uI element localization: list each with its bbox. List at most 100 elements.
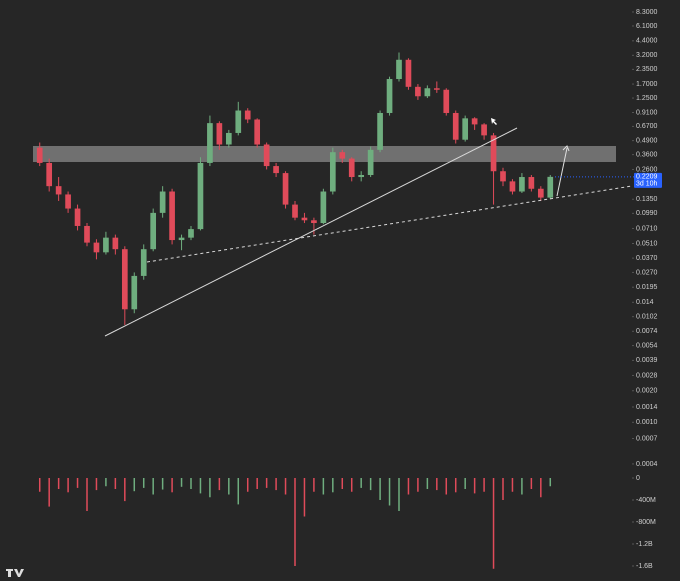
candle-body bbox=[150, 212, 157, 250]
volume-bar bbox=[171, 478, 173, 493]
candle-body bbox=[311, 220, 317, 224]
candle-body bbox=[207, 123, 213, 163]
candle-body bbox=[112, 237, 119, 250]
volume-bar bbox=[473, 478, 476, 494]
candle-body bbox=[301, 217, 308, 221]
volume-bar bbox=[190, 478, 192, 489]
volume-bar bbox=[549, 478, 552, 487]
candle-body bbox=[65, 194, 71, 209]
candle-body bbox=[121, 249, 128, 310]
candle-body bbox=[339, 152, 346, 159]
candle-body bbox=[415, 86, 421, 97]
y-tick-label: 0.0074 bbox=[636, 328, 658, 335]
y-tick-label: 0.0102 bbox=[636, 314, 658, 321]
candle-body bbox=[452, 112, 459, 140]
volume-bar bbox=[180, 478, 183, 487]
volume-bar bbox=[322, 478, 325, 495]
y-tick-label: 0.4900 bbox=[636, 137, 658, 144]
resistance-zone bbox=[33, 146, 616, 162]
y-tick-label: 0.0370 bbox=[636, 255, 658, 262]
y-tick-label: 0.0039 bbox=[636, 357, 658, 364]
y-tick-label: 0.1350 bbox=[636, 196, 658, 203]
volume-bar bbox=[114, 478, 117, 489]
volume-bar bbox=[464, 478, 466, 489]
volume-bar bbox=[341, 478, 344, 489]
volume-bar bbox=[57, 478, 60, 489]
volume-bar bbox=[218, 478, 221, 491]
candle-body bbox=[84, 225, 90, 243]
candle-body bbox=[225, 132, 232, 145]
y-tick-label: 0.0028 bbox=[636, 372, 658, 379]
candle-body bbox=[490, 135, 497, 172]
y-tick-label: 0.0710 bbox=[636, 225, 658, 232]
y-tick-label: 0.0195 bbox=[636, 284, 658, 291]
candle-body bbox=[320, 191, 327, 224]
y-tick-label: 0.6700 bbox=[636, 123, 658, 130]
y-tick-label: 2.3500 bbox=[636, 66, 658, 73]
y-tick-label: 0.0020 bbox=[636, 388, 658, 395]
candle-body bbox=[131, 275, 138, 310]
volume-bar bbox=[76, 478, 79, 488]
y-tick-label: 0.0004 bbox=[636, 461, 658, 468]
candle-body bbox=[405, 59, 412, 87]
volume-bar bbox=[521, 478, 523, 495]
volume-bar bbox=[228, 478, 230, 495]
candle-body bbox=[481, 124, 487, 136]
volume-bar bbox=[209, 478, 211, 498]
last-price-label: 0.2209 bbox=[636, 174, 658, 181]
candle-body bbox=[509, 181, 516, 192]
tradingview-logo bbox=[6, 569, 24, 577]
support-line bbox=[146, 185, 633, 263]
volume-bar bbox=[199, 478, 202, 494]
candle-body bbox=[292, 204, 298, 218]
y-tick-label: 4.4000 bbox=[636, 38, 658, 45]
candle-body bbox=[329, 152, 336, 192]
volume-bar bbox=[142, 478, 145, 488]
volume-bar bbox=[38, 478, 41, 492]
volume-bar bbox=[530, 478, 533, 489]
candle-body bbox=[36, 147, 43, 163]
y-tick-label: 1.2500 bbox=[636, 95, 658, 102]
y-tick-label: 3.2000 bbox=[636, 52, 658, 59]
volume-bar bbox=[417, 478, 419, 492]
volume-bar bbox=[436, 478, 438, 491]
volume-tick-label: -400M bbox=[636, 497, 656, 504]
volume-bar bbox=[133, 478, 136, 492]
volume-bar bbox=[303, 478, 306, 517]
candle-body bbox=[254, 119, 261, 145]
last-price-badge bbox=[634, 172, 662, 188]
candle-body bbox=[188, 229, 194, 238]
y-tick-label: 0.0010 bbox=[636, 419, 658, 426]
y-tick-label: 6.1000 bbox=[636, 23, 658, 30]
volume-bar bbox=[379, 478, 381, 500]
candle-body bbox=[159, 191, 166, 213]
volume-tick-label: -800M bbox=[636, 519, 656, 526]
candle-body bbox=[424, 88, 431, 97]
volume-bar bbox=[256, 478, 258, 489]
candle-body bbox=[235, 110, 242, 133]
volume-bar bbox=[426, 478, 429, 489]
candle-body bbox=[547, 176, 554, 198]
candle-body bbox=[55, 186, 62, 195]
volume-bar bbox=[284, 478, 287, 495]
y-tick-label: 0.2600 bbox=[636, 166, 658, 173]
y-tick-label: 0.0014 bbox=[636, 404, 658, 411]
candle-body bbox=[500, 171, 506, 182]
candle-body bbox=[74, 208, 81, 226]
candle-body bbox=[471, 118, 478, 125]
volume-bar bbox=[95, 478, 98, 491]
candle-body bbox=[178, 237, 185, 241]
y-tick-label: 0.0007 bbox=[636, 435, 658, 442]
candle-body bbox=[93, 242, 100, 253]
volume-bar bbox=[540, 478, 542, 498]
candle-body bbox=[433, 88, 440, 90]
volume-bar bbox=[152, 478, 154, 495]
candle-body bbox=[263, 144, 270, 167]
volume-bar bbox=[294, 478, 296, 566]
y-tick-label: 0.0270 bbox=[636, 269, 658, 276]
candle-body bbox=[282, 173, 289, 205]
candle-body bbox=[169, 191, 175, 241]
volume-bar bbox=[124, 478, 126, 502]
